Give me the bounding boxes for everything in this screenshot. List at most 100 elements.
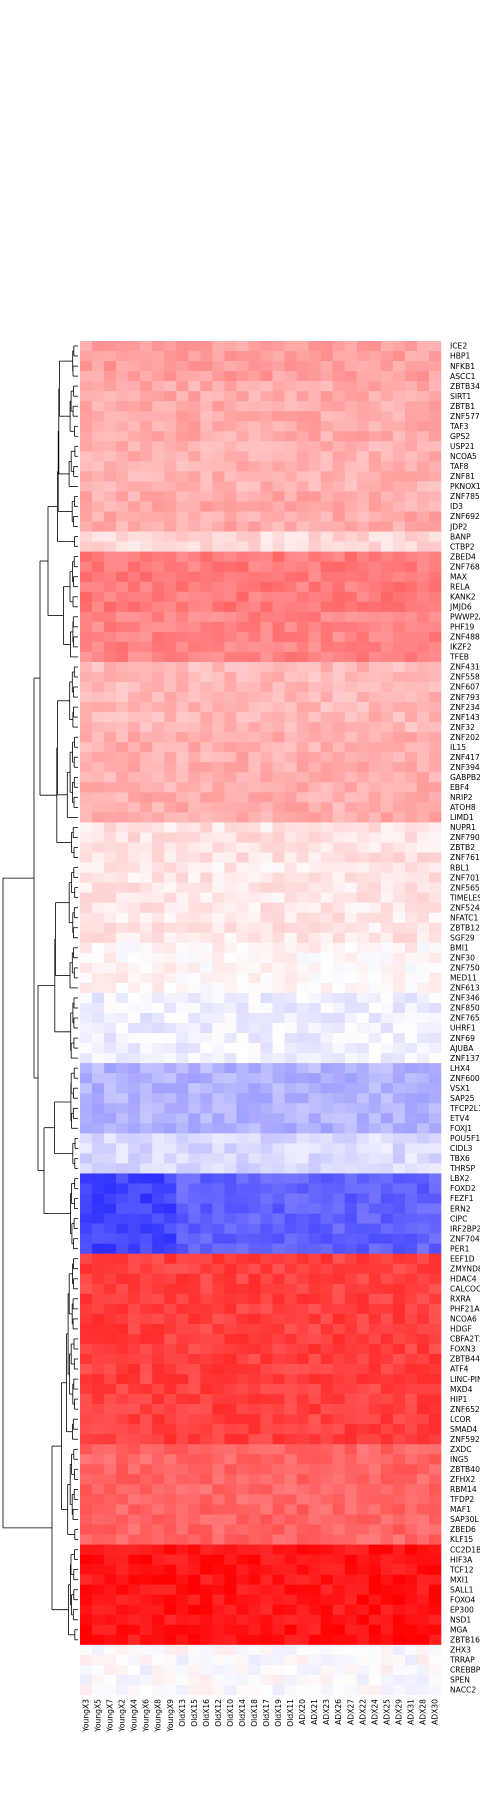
heatmap-cell xyxy=(296,1644,309,1656)
heatmap-cell xyxy=(152,1143,165,1154)
heatmap-cell xyxy=(236,1183,249,1194)
heatmap-cell xyxy=(164,1203,177,1214)
heatmap-cell xyxy=(152,1313,165,1325)
heatmap-cell xyxy=(284,391,297,402)
heatmap-cell xyxy=(200,441,213,452)
heatmap-cell xyxy=(176,1223,189,1234)
column-label: ADX23 xyxy=(322,1699,331,1725)
heatmap-cell xyxy=(332,872,346,883)
row-label: ZNF417 xyxy=(450,753,480,762)
row-label: ZNF850 xyxy=(450,1004,480,1013)
heatmap-cell xyxy=(260,1113,273,1124)
heatmap-cell xyxy=(164,1544,177,1555)
heatmap-cell xyxy=(320,481,333,492)
heatmap-cell xyxy=(368,1273,382,1285)
heatmap-cell xyxy=(284,1223,297,1234)
heatmap-cell xyxy=(164,1654,177,1666)
heatmap-cell xyxy=(356,461,370,472)
heatmap-cell xyxy=(428,1133,442,1144)
heatmap-cell xyxy=(224,1474,237,1485)
heatmap-cell xyxy=(164,1333,177,1345)
heatmap-cell xyxy=(428,581,442,593)
heatmap-cell xyxy=(416,1394,430,1405)
heatmap-cell xyxy=(176,1624,189,1636)
heatmap-cell xyxy=(332,491,346,502)
heatmap-cell xyxy=(320,1484,333,1495)
heatmap-cell xyxy=(248,1604,261,1616)
heatmap-cell xyxy=(344,351,358,362)
heatmap-cell xyxy=(116,992,129,1004)
heatmap-cell xyxy=(272,1474,285,1485)
heatmap-cell xyxy=(140,1233,153,1244)
row-label: POU5F1P4 xyxy=(450,1134,480,1143)
heatmap-cell xyxy=(128,1043,141,1054)
heatmap-cell xyxy=(356,1173,370,1184)
heatmap-cell xyxy=(80,1674,93,1686)
heatmap-cell xyxy=(152,1193,165,1204)
heatmap-cell xyxy=(392,441,406,452)
heatmap-cell xyxy=(188,1484,201,1495)
heatmap-cell xyxy=(200,1083,213,1094)
heatmap-cell xyxy=(392,571,406,583)
heatmap-cell xyxy=(200,1534,213,1545)
heatmap-cell xyxy=(200,1113,213,1124)
heatmap-cell xyxy=(260,962,273,974)
heatmap-cell xyxy=(308,1233,321,1244)
heatmap-cell xyxy=(356,1103,370,1114)
heatmap-cell xyxy=(380,361,394,372)
heatmap-cell xyxy=(92,902,105,913)
heatmap-cell xyxy=(248,1644,261,1656)
heatmap-cell xyxy=(80,1002,93,1014)
heatmap-cell xyxy=(164,1594,177,1606)
heatmap-cell xyxy=(416,1524,430,1535)
heatmap-cell xyxy=(356,962,370,974)
heatmap-cell xyxy=(236,521,249,532)
heatmap-cell xyxy=(356,1263,370,1275)
heatmap-cell xyxy=(128,732,141,743)
heatmap-cell xyxy=(116,1494,129,1505)
row-label: ZNF137P xyxy=(450,1054,480,1063)
heatmap-cell xyxy=(200,591,213,603)
heatmap-cell xyxy=(356,932,370,944)
heatmap-cell xyxy=(248,792,261,803)
heatmap-cell xyxy=(188,1514,201,1525)
heatmap-cell xyxy=(188,1153,201,1164)
heatmap-cell xyxy=(140,1454,153,1465)
row-label: IKZF2 xyxy=(450,643,472,652)
heatmap-cell xyxy=(248,481,261,492)
heatmap-cell xyxy=(368,531,382,542)
heatmap-cell xyxy=(380,1002,394,1014)
heatmap-cell xyxy=(200,1273,213,1285)
heatmap-cell xyxy=(104,571,117,583)
heatmap-cell xyxy=(140,932,153,944)
heatmap-cell xyxy=(392,1384,406,1395)
heatmap-cell xyxy=(200,531,213,542)
heatmap-cell xyxy=(80,1604,93,1616)
heatmap-cell xyxy=(284,1123,297,1134)
heatmap-cell xyxy=(128,1564,141,1575)
heatmap-cell xyxy=(152,1093,165,1104)
heatmap-cell xyxy=(176,1123,189,1134)
heatmap-cell xyxy=(260,802,273,813)
heatmap-cell xyxy=(392,1053,406,1064)
heatmap-cell xyxy=(296,742,309,753)
heatmap-cell xyxy=(176,371,189,382)
heatmap-cell xyxy=(428,541,442,552)
heatmap-cell xyxy=(188,1374,201,1385)
heatmap-cell xyxy=(272,1564,285,1575)
heatmap-cell xyxy=(392,842,406,853)
heatmap-cell xyxy=(152,1023,165,1034)
heatmap-cell xyxy=(248,441,261,452)
heatmap-cell xyxy=(140,1143,153,1154)
heatmap-cell xyxy=(188,832,201,843)
heatmap-cell xyxy=(92,541,105,552)
heatmap-cell xyxy=(392,1484,406,1495)
heatmap-cell xyxy=(260,571,273,583)
heatmap-cell xyxy=(380,1434,394,1445)
heatmap-cell xyxy=(260,1103,273,1114)
row-label: ZNF704 xyxy=(450,1234,480,1243)
heatmap-cell xyxy=(236,1303,249,1315)
heatmap-cell xyxy=(104,762,117,773)
heatmap-cell xyxy=(356,1083,370,1094)
heatmap-cell xyxy=(164,1243,177,1254)
